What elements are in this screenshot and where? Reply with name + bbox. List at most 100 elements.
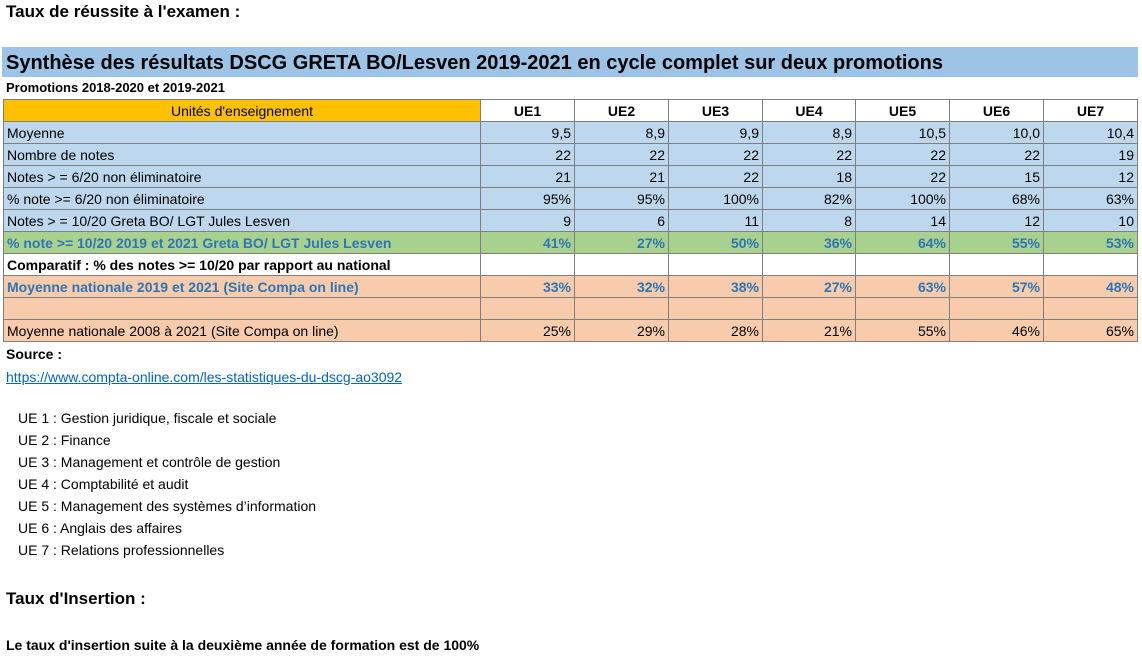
column-header: UE5 <box>855 99 950 122</box>
table-cell: 64% <box>855 231 950 254</box>
table-row <box>3 297 1138 320</box>
column-header: UE3 <box>668 99 763 122</box>
table-row: Moyenne nationale 2019 et 2021 (Site Com… <box>3 275 1138 298</box>
ue-list-item: UE 7 : Relations professionnelles <box>18 542 225 558</box>
table-cell: 22 <box>949 143 1044 166</box>
table-cell: 21% <box>762 319 856 342</box>
column-header: UE4 <box>762 99 856 122</box>
column-header: UE6 <box>949 99 1044 122</box>
table-cell <box>762 297 856 320</box>
results-title: Synthèse des résultats DSCG GRETA BO/Les… <box>2 47 1138 77</box>
table-cell: 100% <box>668 187 763 210</box>
table-cell: 22 <box>855 165 950 188</box>
table-cell <box>480 253 575 276</box>
row-label: Moyenne <box>3 121 481 144</box>
table-cell: 25% <box>480 319 575 342</box>
table-cell <box>949 253 1044 276</box>
table-cell <box>855 253 950 276</box>
table-cell <box>949 297 1044 320</box>
table-cell <box>1043 297 1138 320</box>
table-cell: 22 <box>668 143 763 166</box>
table-cell: 33% <box>480 275 575 298</box>
table-cell: 9,5 <box>480 121 575 144</box>
row-label: Nombre de notes <box>3 143 481 166</box>
table-cell: 27% <box>762 275 856 298</box>
ue-list-item: UE 1 : Gestion juridique, fiscale et soc… <box>18 410 277 426</box>
table-cell <box>574 297 669 320</box>
source-link[interactable]: https://www.compta-online.com/les-statis… <box>6 369 403 385</box>
header-label: Unités d'enseignement <box>3 99 481 122</box>
row-label: Notes > = 10/20 Greta BO/ LGT Jules Lesv… <box>3 209 481 232</box>
table-cell: 10,4 <box>1043 121 1138 144</box>
table-cell: 27% <box>574 231 669 254</box>
source-label: Source : <box>6 346 63 362</box>
column-header: UE2 <box>574 99 669 122</box>
table-cell: 9 <box>480 209 575 232</box>
row-label: Notes > = 6/20 non éliminatoire <box>3 165 481 188</box>
table-cell: 68% <box>949 187 1044 210</box>
insertion-text: Le taux d'insertion suite à la deuxième … <box>6 637 480 653</box>
table-cell <box>480 297 575 320</box>
table-cell: 10,5 <box>855 121 950 144</box>
table-cell: 18 <box>762 165 856 188</box>
table-cell: 95% <box>574 187 669 210</box>
column-header: UE7 <box>1043 99 1138 122</box>
table-cell: 6 <box>574 209 669 232</box>
table-cell: 82% <box>762 187 856 210</box>
ue-list-item: UE 3 : Management et contrôle de gestion <box>18 454 281 470</box>
table-cell: 15 <box>949 165 1044 188</box>
table-row: % note >= 6/20 non éliminatoire 95% 95% … <box>3 187 1138 210</box>
table-cell: 41% <box>480 231 575 254</box>
table-cell: 95% <box>480 187 575 210</box>
table-cell: 38% <box>668 275 763 298</box>
row-label: Moyenne nationale 2008 à 2021 (Site Comp… <box>3 319 481 342</box>
table-cell: 100% <box>855 187 950 210</box>
table-cell: 21 <box>480 165 575 188</box>
table-cell: 32% <box>574 275 669 298</box>
table-row: Notes > = 6/20 non éliminatoire 21 21 22… <box>3 165 1138 188</box>
row-label: % note >= 6/20 non éliminatoire <box>3 187 481 210</box>
promotions-label: Promotions 2018-2020 et 2019-2021 <box>6 80 225 95</box>
table-cell: 22 <box>855 143 950 166</box>
table-row: Nombre de notes 22 22 22 22 22 22 19 <box>3 143 1138 166</box>
table-cell: 29% <box>574 319 669 342</box>
table-cell: 28% <box>668 319 763 342</box>
ue-list-item: UE 6 : Anglais des affaires <box>18 520 182 536</box>
table-row: % note >= 10/20 2019 et 2021 Greta BO/ L… <box>3 231 1138 254</box>
table-cell: 63% <box>855 275 950 298</box>
table-cell: 10 <box>1043 209 1138 232</box>
table-cell <box>668 297 763 320</box>
insertion-heading: Taux d'Insertion : <box>6 589 146 608</box>
table-row: Moyenne nationale 2008 à 2021 (Site Comp… <box>3 319 1138 342</box>
table-cell <box>574 253 669 276</box>
table-cell: 12 <box>949 209 1044 232</box>
table-cell: 46% <box>949 319 1044 342</box>
table-cell: 12 <box>1043 165 1138 188</box>
table-cell: 9,9 <box>668 121 763 144</box>
table-cell: 63% <box>1043 187 1138 210</box>
row-label <box>3 297 481 320</box>
table-cell: 22 <box>668 165 763 188</box>
table-cell: 53% <box>1043 231 1138 254</box>
table-cell: 14 <box>855 209 950 232</box>
table-cell: 57% <box>949 275 1044 298</box>
table-cell: 22 <box>762 143 856 166</box>
table-cell <box>1043 253 1138 276</box>
ue-list-item: UE 4 : Comptabilité et audit <box>18 476 189 492</box>
table-cell: 55% <box>949 231 1044 254</box>
table-cell: 22 <box>574 143 669 166</box>
ue-list-item: UE 2 : Finance <box>18 432 111 448</box>
table-cell: 11 <box>668 209 763 232</box>
ue-list-item: UE 5 : Management des systèmes d’informa… <box>18 498 317 514</box>
table-cell: 8,9 <box>762 121 856 144</box>
page-heading: Taux de réussite à l'examen : <box>6 2 241 21</box>
table-header-row: Unités d'enseignement UE1 UE2 UE3 UE4 UE… <box>3 99 1138 122</box>
row-label: % note >= 10/20 2019 et 2021 Greta BO/ L… <box>3 231 481 254</box>
row-label: Comparatif : % des notes >= 10/20 par ra… <box>3 253 481 276</box>
table-cell <box>855 297 950 320</box>
column-header: UE1 <box>480 99 575 122</box>
results-table: Unités d'enseignement UE1 UE2 UE3 UE4 UE… <box>3 99 1138 342</box>
table-row: Notes > = 10/20 Greta BO/ LGT Jules Lesv… <box>3 209 1138 232</box>
table-cell <box>668 253 763 276</box>
table-cell: 10,0 <box>949 121 1044 144</box>
